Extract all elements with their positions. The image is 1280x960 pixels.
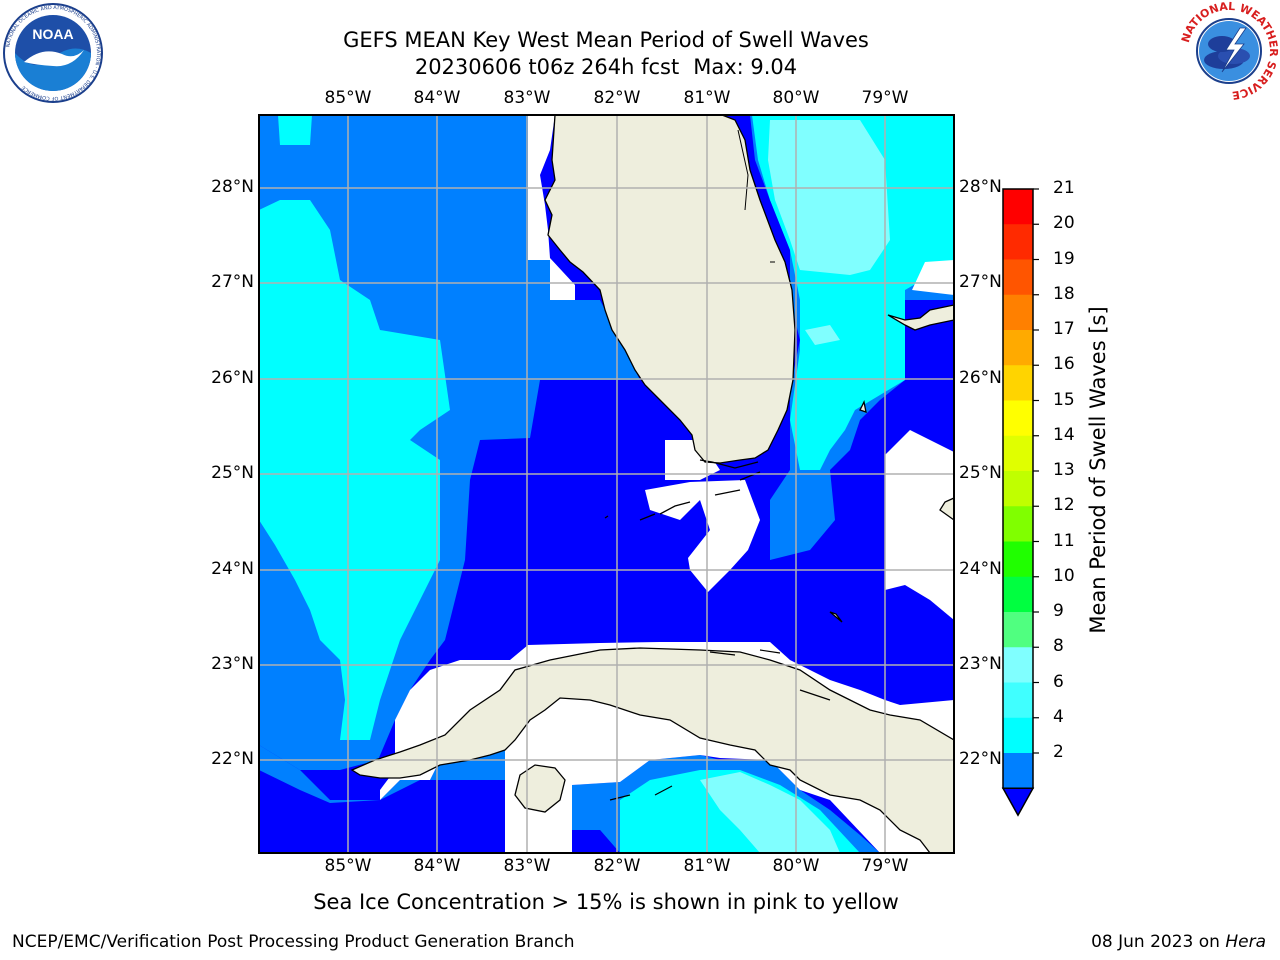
colorbar-tick-label: 15 xyxy=(1053,389,1075,410)
colorbar-segment xyxy=(1003,576,1033,613)
colorbar-segment xyxy=(1003,541,1033,578)
lat-right-24: 24°N xyxy=(959,559,1002,579)
colorbar xyxy=(1001,188,1039,817)
colorbar-segment xyxy=(1003,259,1033,296)
colorbar-tick-label: 19 xyxy=(1053,248,1075,269)
colorbar-frame xyxy=(1002,188,1034,789)
lat-left-24: 24°N xyxy=(211,559,254,579)
gridlines xyxy=(259,115,954,853)
lon-bottom-85: 85°W xyxy=(324,856,372,876)
map-frame xyxy=(258,114,955,854)
colorbar-segment xyxy=(1003,647,1033,683)
colorbar-tick-label: 10 xyxy=(1053,565,1075,586)
forecast-run: 20230606 t06z 264h fcst xyxy=(414,55,680,79)
nodata-florida-west xyxy=(528,115,575,300)
colorbar-tick-label: 20 xyxy=(1053,213,1075,234)
colorbar-segment xyxy=(1003,717,1033,754)
footer-date-text: 08 Jun 2023 on xyxy=(1091,932,1220,952)
colorbar-tick-label: 17 xyxy=(1053,319,1075,339)
land-lake xyxy=(737,129,775,263)
land-florida xyxy=(544,115,796,464)
colorbar-segment xyxy=(1003,294,1033,331)
colorbar-segment xyxy=(1003,682,1033,719)
nws-logo: NATIONAL WEATHER SERVICE xyxy=(1179,0,1280,102)
colorbar-segment xyxy=(1003,753,1033,789)
colorbar-segment xyxy=(1003,330,1033,366)
colorbar-segment xyxy=(1003,471,1033,507)
land-keys xyxy=(604,459,761,521)
land-cayos xyxy=(609,649,831,801)
lat-left-23: 23°N xyxy=(211,654,254,674)
lat-right-23: 23°N xyxy=(959,654,1002,674)
lat-left-25: 25°N xyxy=(211,463,254,483)
lon-bottom-83: 83°W xyxy=(503,856,551,876)
colorbar-tick-label: 8 xyxy=(1053,636,1064,657)
sea-ice-caption: Sea Ice Concentration > 15% is shown in … xyxy=(313,890,899,914)
lat-right-26: 26°N xyxy=(959,368,1002,388)
max-value: Max: 9.04 xyxy=(693,55,798,79)
colorbar-tick-label: 9 xyxy=(1053,601,1064,621)
band-8-9-caribbean xyxy=(700,772,840,853)
colorbar-tick-label: 4 xyxy=(1053,706,1064,727)
lon-top-79: 79°W xyxy=(861,88,909,108)
colorbar-tick-label: 2 xyxy=(1053,742,1064,762)
colorbar-tick-label: 12 xyxy=(1053,495,1075,516)
lon-top-82: 82°W xyxy=(593,88,641,108)
lat-left-22: 22°N xyxy=(211,749,254,769)
land-cuba xyxy=(350,647,954,853)
footer-date: 08 Jun 2023 on Hera xyxy=(1091,932,1266,952)
nodata-florida-keys xyxy=(645,440,760,592)
colorbar-tick-label: 11 xyxy=(1053,530,1075,551)
colorbar-tick-label: 6 xyxy=(1053,671,1064,692)
map-subtitle: 20230606 t06z 264h fcst Max: 9.04 xyxy=(256,54,956,80)
colorbar-segment xyxy=(1003,506,1033,542)
lat-right-28: 28°N xyxy=(959,177,1002,197)
colorbar-segment xyxy=(1003,224,1033,260)
footer-host: Hera xyxy=(1225,932,1266,952)
land-bahamas xyxy=(829,304,954,623)
lon-top-85: 85°W xyxy=(324,88,372,108)
colorbar-segment xyxy=(1003,400,1033,437)
lon-bottom-84: 84°W xyxy=(413,856,461,876)
lon-bottom-82: 82°W xyxy=(593,856,641,876)
band-8-9-atlantic xyxy=(768,120,890,345)
footer-branch: NCEP/EMC/Verification Post Processing Pr… xyxy=(12,932,575,952)
colorbar-tick-label: 16 xyxy=(1053,354,1075,375)
colorbar-segment xyxy=(1003,435,1033,472)
band-6-8-gulf xyxy=(259,115,450,740)
colorbar-segment xyxy=(1003,612,1033,648)
lon-bottom-80: 80°W xyxy=(772,856,820,876)
nodata-bahamas xyxy=(885,432,954,600)
colorbar-extend xyxy=(1001,787,1035,817)
noaa-logo: NOAA NATIONAL OCEANIC AND ATMOSPHERIC AD… xyxy=(3,3,103,103)
noaa-logo-text: NOAA xyxy=(32,26,73,42)
lon-bottom-79: 79°W xyxy=(861,856,909,876)
lon-top-81: 81°W xyxy=(683,88,731,108)
band-2-4-caribbean-corner xyxy=(430,780,620,853)
lat-right-27: 27°N xyxy=(959,272,1002,292)
lat-right-25: 25°N xyxy=(959,463,1002,483)
colorbar-label: Mean Period of Swell Waves [s] xyxy=(1086,306,1110,634)
map-title: GEFS MEAN Key West Mean Period of Swell … xyxy=(343,28,869,52)
colorbar-tick-label: 14 xyxy=(1053,424,1075,445)
lon-bottom-81: 81°W xyxy=(683,856,731,876)
lat-left-27: 27°N xyxy=(211,272,254,292)
lat-left-28: 28°N xyxy=(211,177,254,197)
colorbar-tick-label: 18 xyxy=(1053,283,1075,304)
lat-left-26: 26°N xyxy=(211,368,254,388)
lat-right-22: 22°N xyxy=(959,749,1002,769)
lon-top-84: 84°W xyxy=(413,88,461,108)
lon-top-83: 83°W xyxy=(503,88,551,108)
colorbar-tick-label: 21 xyxy=(1053,178,1075,198)
colorbar-segment xyxy=(1003,365,1033,401)
colorbar-tick-label: 13 xyxy=(1053,460,1075,480)
colorbar-segment xyxy=(1003,189,1033,225)
lon-top-80: 80°W xyxy=(772,88,820,108)
